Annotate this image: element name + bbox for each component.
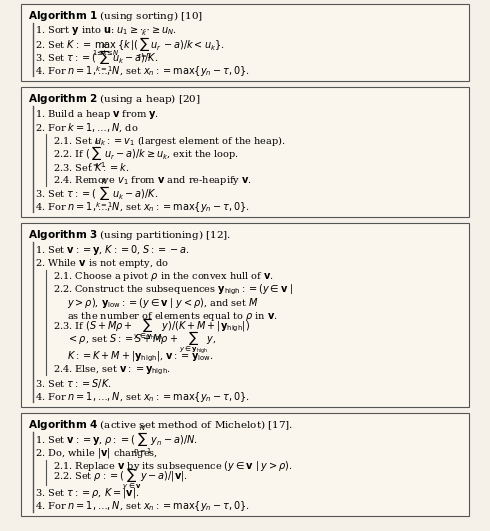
FancyBboxPatch shape <box>21 224 469 407</box>
Text: as the number of elements equal to $\rho$ in $\mathbf{v}$.: as the number of elements equal to $\rho… <box>67 310 278 323</box>
FancyBboxPatch shape <box>21 4 469 81</box>
Text: $\bf{Algorithm\ 1}$ (using sorting) [10]: $\bf{Algorithm\ 1}$ (using sorting) [10] <box>28 9 203 23</box>
Text: 2.1. Replace $\mathbf{v}$ by its subsequence $(y \in \mathbf{v} \mid y > \rho)$.: 2.1. Replace $\mathbf{v}$ by its subsequ… <box>52 459 293 473</box>
Text: $< \rho$, set $S := S + M\rho + \sum_{y \in \mathbf{y}_{\mathrm{high}}} y$,: $< \rho$, set $S := S + M\rho + \sum_{y … <box>67 330 217 357</box>
Text: $y > \rho)$, $\mathbf{y}_{\mathrm{low}} := (y \in \mathbf{v} \mid y < \rho)$, an: $y > \rho)$, $\mathbf{y}_{\mathrm{low}} … <box>67 296 259 311</box>
Text: 3. Set $\tau := (\sum_{k=1}^K u_k - a)/K$.: 3. Set $\tau := (\sum_{k=1}^K u_k - a)/K… <box>35 41 159 74</box>
FancyBboxPatch shape <box>21 413 469 517</box>
Text: 2. For $k = 1, \ldots, N$, do: 2. For $k = 1, \ldots, N$, do <box>35 121 139 134</box>
Text: 1. Build a heap $\mathbf{v}$ from $\mathbf{y}$.: 1. Build a heap $\mathbf{v}$ from $\math… <box>35 107 160 121</box>
Text: 2. Do, while $|\mathbf{v}|$ changes,: 2. Do, while $|\mathbf{v}|$ changes, <box>35 446 158 460</box>
FancyBboxPatch shape <box>21 87 469 217</box>
Text: 3. Set $\tau := \rho$, $K = |\mathbf{v}|$.: 3. Set $\tau := \rho$, $K = |\mathbf{v}|… <box>35 486 140 500</box>
Text: 2.2. Set $\rho := (\sum_{y \in \mathbf{v}} y - a)/|\mathbf{v}|$.: 2.2. Set $\rho := (\sum_{y \in \mathbf{v… <box>52 467 188 492</box>
Text: 3. Set $\tau := (\sum_{k=1}^K u_k - a)/K$.: 3. Set $\tau := (\sum_{k=1}^K u_k - a)/K… <box>35 177 159 210</box>
Text: 2.3. If $(S + M\rho + \sum_{y \in \mathbf{y}_{\mathrm{high}}} y)/(K + M + |\math: 2.3. If $(S + M\rho + \sum_{y \in \mathb… <box>52 316 250 344</box>
Text: 4. For $n = 1, \ldots, N$, set $x_n := \max\{y_n - \tau, 0\}$.: 4. For $n = 1, \ldots, N$, set $x_n := \… <box>35 64 250 78</box>
Text: 4. For $n = 1, \ldots, N$, set $x_n := \max\{y_n - \tau, 0\}$.: 4. For $n = 1, \ldots, N$, set $x_n := \… <box>35 390 250 404</box>
Text: 2.1. Choose a pivot $\rho$ in the convex hull of $\mathbf{v}$.: 2.1. Choose a pivot $\rho$ in the convex… <box>52 270 273 284</box>
Text: 1. Set $\mathbf{v} := \mathbf{y}$, $\rho := (\sum_{n=1}^N y_n - a)/N$.: 1. Set $\mathbf{v} := \mathbf{y}$, $\rho… <box>35 423 198 456</box>
Text: 1. Sort $\mathbf{y}$ into $\mathbf{u}$: $u_1 \geq \cdots \geq u_N$.: 1. Sort $\mathbf{y}$ into $\mathbf{u}$: … <box>35 24 177 38</box>
Text: 4. For $n = 1, \ldots, N$, set $x_n := \max\{y_n - \tau, 0\}$.: 4. For $n = 1, \ldots, N$, set $x_n := \… <box>35 499 250 513</box>
Text: 2.4. Else, set $\mathbf{v} := \mathbf{y}_{\mathrm{high}}$.: 2.4. Else, set $\mathbf{v} := \mathbf{y}… <box>52 363 171 376</box>
Text: 2.2. If $(\sum_{r=1}^k u_r - a)/k \geq u_k$, exit the loop.: 2.2. If $(\sum_{r=1}^k u_r - a)/k \geq u… <box>52 138 238 170</box>
Text: 3. Set $\tau := S/K$.: 3. Set $\tau := S/K$. <box>35 377 112 390</box>
Text: 2.2. Construct the subsequences $\mathbf{y}_{\mathrm{high}} := (y \in \mathbf{v}: 2.2. Construct the subsequences $\mathbf… <box>52 283 293 297</box>
Text: 2. While $\mathbf{v}$ is not empty, do: 2. While $\mathbf{v}$ is not empty, do <box>35 257 170 270</box>
Text: 2.4. Remove $v_1$ from $\mathbf{v}$ and re-heapify $\mathbf{v}$.: 2.4. Remove $v_1$ from $\mathbf{v}$ and … <box>52 174 251 187</box>
Text: 2.1. Set $u_k := v_1$ (largest element of the heap).: 2.1. Set $u_k := v_1$ (largest element o… <box>52 134 285 148</box>
Text: $K := K + M + |\mathbf{y}_{\mathrm{high}}|$, $\mathbf{v} := \mathbf{y}_{\mathrm{: $K := K + M + |\mathbf{y}_{\mathrm{high}… <box>67 349 214 364</box>
Text: 2.3. Set $K := k$.: 2.3. Set $K := k$. <box>52 161 129 173</box>
Text: $\bf{Algorithm\ 2}$ (using a heap) [20]: $\bf{Algorithm\ 2}$ (using a heap) [20] <box>28 92 201 106</box>
Text: 4. For $n = 1, \ldots, N$, set $x_n := \max\{y_n - \tau, 0\}$.: 4. For $n = 1, \ldots, N$, set $x_n := \… <box>35 200 250 214</box>
Text: 1. Set $\mathbf{v} := \mathbf{y}$, $K := 0$, $S := -a$.: 1. Set $\mathbf{v} := \mathbf{y}$, $K :=… <box>35 243 191 257</box>
Text: $\bf{Algorithm\ 4}$ (active set method of Michelot) [17].: $\bf{Algorithm\ 4}$ (active set method o… <box>28 418 294 432</box>
Text: 2. Set $K := \max_{1 \leq k \leq N} \{k \mid (\sum_{r=1}^k u_r - a)/k < u_k\}$.: 2. Set $K := \max_{1 \leq k \leq N} \{k … <box>35 28 225 61</box>
Text: $\bf{Algorithm\ 3}$ (using partitioning) [12].: $\bf{Algorithm\ 3}$ (using partitioning)… <box>28 228 231 242</box>
